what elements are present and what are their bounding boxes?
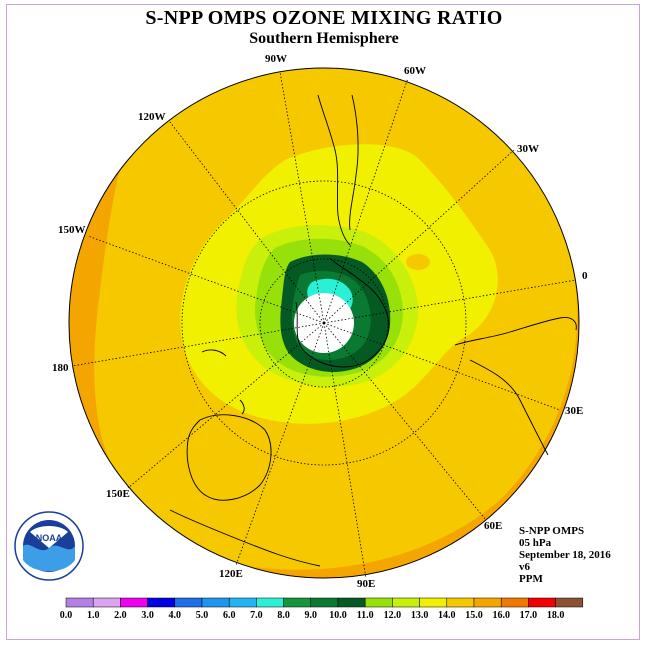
meridian-60e	[323, 322, 487, 521]
noaa-logo-text: NOAA	[36, 533, 63, 543]
colorbar-tick-label: 13.0	[411, 610, 429, 621]
colorbar-swatch	[256, 597, 284, 608]
colorbar-swatch	[65, 597, 94, 608]
colorbar-swatch	[310, 597, 339, 608]
colorbar-tick-label: 1.0	[87, 610, 100, 621]
colorbar-swatch	[419, 597, 448, 608]
colorbar-tick-label: 5.0	[196, 610, 209, 621]
coast-asia	[169, 509, 321, 567]
coast-new-zealand	[201, 349, 245, 415]
meridian-90w	[279, 71, 325, 324]
info-units: PPM	[519, 573, 543, 585]
meridian-90e	[323, 322, 367, 579]
colorbar-swatch	[92, 597, 121, 608]
colorbar-tick-label: 0.0	[60, 610, 73, 621]
label-180: 180	[52, 362, 69, 374]
coast-australia	[186, 414, 272, 501]
meridian-180	[71, 322, 325, 367]
meridian-60w	[323, 77, 409, 324]
label-30e: 30E	[565, 405, 583, 417]
label-0: 0	[582, 270, 588, 282]
label-150w: 150W	[58, 224, 86, 236]
label-150e: 150E	[106, 488, 130, 500]
label-120e: 120E	[219, 568, 243, 580]
label-30w: 30W	[517, 143, 539, 155]
meridian-30w	[323, 149, 515, 324]
lat-circle-40	[181, 180, 467, 466]
label-120w: 120W	[138, 111, 166, 123]
figure-frame	[6, 4, 640, 640]
colorbar-tick-label: 18.0	[547, 610, 565, 621]
colorbar-tick-label: 12.0	[384, 610, 402, 621]
colorbar-swatch	[500, 597, 529, 608]
level-14-patch	[406, 254, 430, 270]
colorbar-swatch	[555, 597, 584, 608]
colorbar-tick-label: 7.0	[250, 610, 263, 621]
colorbar-tick-label: 14.0	[438, 610, 456, 621]
longitude-labels: 90W 60W 30W 120W 150W 0 180 30E 150E 60E…	[52, 53, 588, 590]
colorbar-swatch	[446, 597, 475, 608]
colorbar-swatch	[337, 597, 366, 608]
colorbar-tick-label: 2.0	[114, 610, 127, 621]
page-subtitle: Southern Hemisphere	[249, 30, 399, 47]
colorbar-tick-label: 3.0	[141, 610, 154, 621]
meridian-120w	[169, 121, 325, 324]
meridian-150e	[127, 322, 325, 489]
coast-africa-south	[469, 359, 549, 456]
colorbar-swatch	[120, 597, 148, 608]
colorbar-tick-label: 4.0	[169, 610, 182, 621]
colorbar-tick-label: 17.0	[520, 610, 538, 621]
colorbar-swatch	[283, 597, 312, 608]
colorbar-swatch	[364, 597, 393, 608]
colorbar-tick-label: 10.0	[329, 610, 347, 621]
meridian-120e	[235, 322, 325, 566]
info-instrument: S-NPP OMPS	[519, 525, 585, 537]
latitude-grid	[181, 180, 467, 466]
info-version: v6	[519, 561, 530, 573]
colorbar-swatch	[147, 597, 176, 608]
meridian-grid	[71, 71, 577, 579]
colorbar-tick-label: 11.0	[357, 610, 374, 621]
noaa-logo-wave-icon	[23, 544, 75, 572]
noaa-logo-bird-icon	[30, 526, 68, 548]
colorbar-swatch	[174, 597, 203, 608]
coast-antarctica	[295, 257, 390, 368]
page-title: S-NPP OMPS OZONE MIXING RATIO	[145, 7, 503, 29]
coast-south-america-east	[349, 94, 359, 231]
noaa-logo: NOAA	[14, 511, 84, 581]
label-60e: 60E	[484, 520, 502, 532]
coast-south-america	[317, 94, 351, 246]
colorbar: 0.0 1.0 2.0 3.0 4.0 5.0 6.0 7.0 8.0 9.0 10.0 11.0 12…	[60, 597, 584, 621]
info-date: September 18, 2016	[519, 549, 611, 561]
coast-africa	[454, 317, 577, 346]
colorbar-swatch	[201, 597, 230, 608]
colorbar-tick-label: 6.0	[223, 610, 236, 621]
south-pole-marker	[322, 321, 326, 325]
info-level: 05 hPa	[519, 537, 552, 549]
lat-circle-70	[259, 258, 389, 388]
colorbar-swatch	[528, 597, 556, 608]
colorbar-swatch	[228, 597, 257, 608]
colorbar-tick-label: 15.0	[465, 610, 483, 621]
coastlines	[169, 94, 577, 567]
colorbar-tick-label: 16.0	[492, 610, 510, 621]
colorbar-tick-label: 9.0	[305, 610, 318, 621]
label-90w: 90W	[265, 53, 287, 65]
colorbar-swatch	[392, 597, 420, 608]
map-boundary	[68, 67, 580, 579]
meridian-0	[323, 279, 577, 324]
label-90e: 90E	[357, 578, 375, 590]
colorbar-tick-label: 8.0	[277, 610, 290, 621]
colorbar-swatch	[473, 597, 502, 608]
label-60w: 60W	[404, 65, 426, 77]
